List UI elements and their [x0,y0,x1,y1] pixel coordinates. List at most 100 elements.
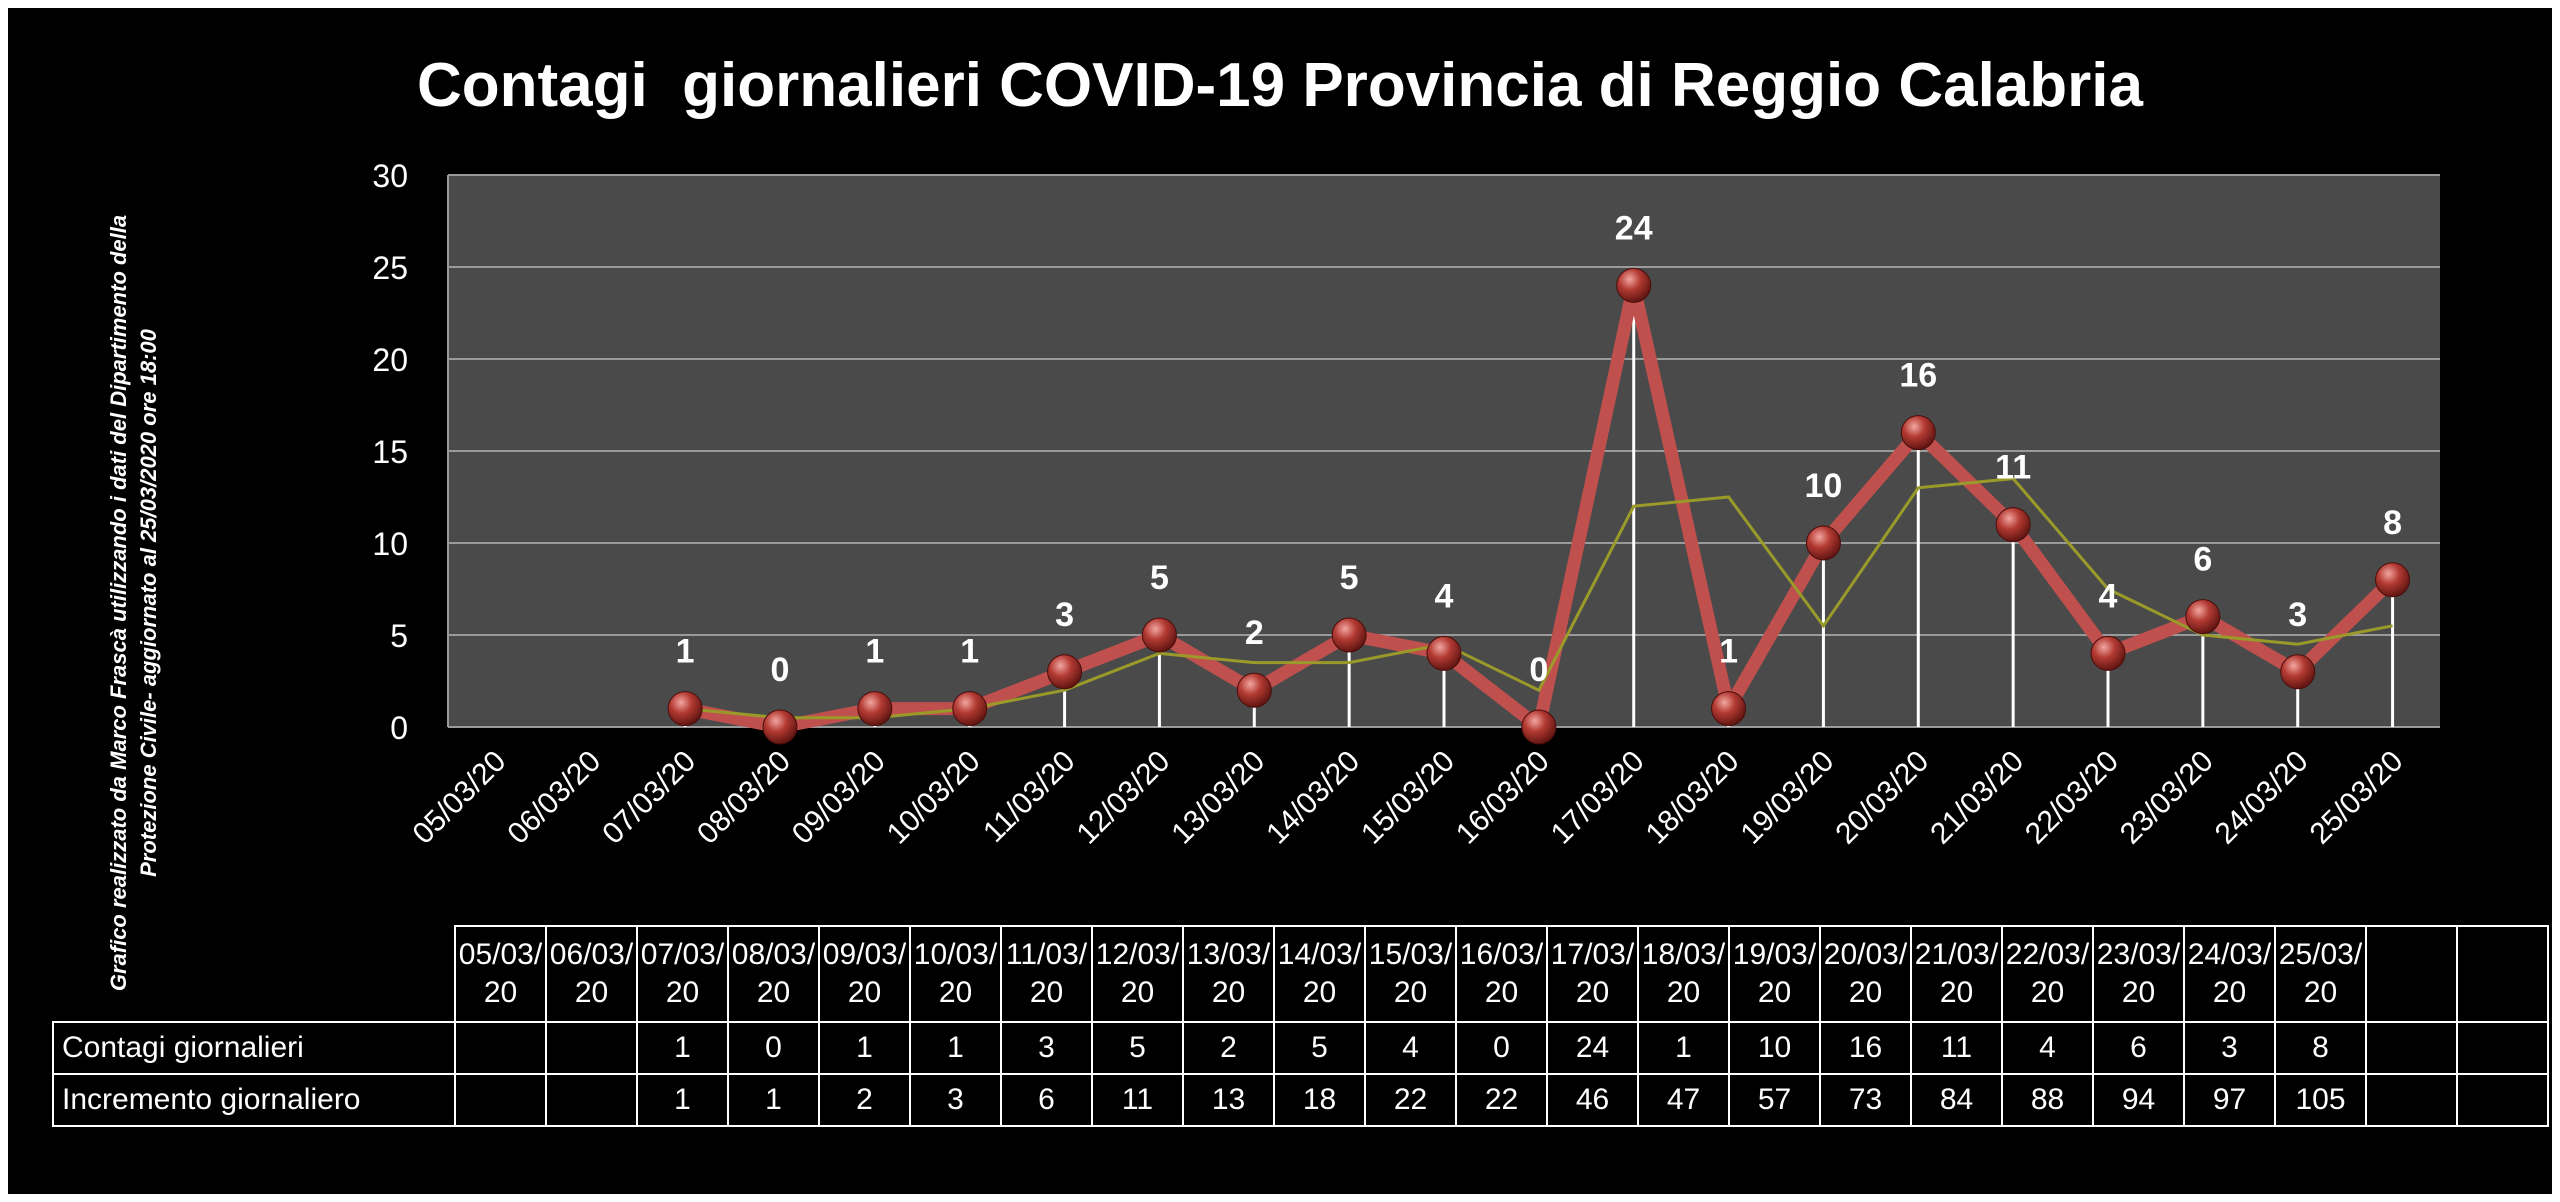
table-header-cell: 16/03/20 [1455,925,1548,1023]
table-cell: 6 [1000,1073,1093,1127]
x-tick-label: 06/03/20 [501,745,607,851]
table-cell: 1 [636,1073,729,1127]
x-tick-label: 13/03/20 [1165,745,1271,851]
table-corner [53,926,456,1023]
data-label: 3 [2288,596,2307,634]
table-header-cell: 19/03/20 [1728,925,1821,1023]
table-cell: 4 [1364,1021,1457,1075]
table-cell: 0 [1455,1021,1548,1075]
table-cell: 46 [1546,1073,1639,1127]
table-cell: 88 [2001,1073,2094,1127]
table-header-cell: 07/03/20 [636,925,729,1023]
table-header-cell: 23/03/20 [2092,925,2185,1023]
data-label: 5 [1150,559,1169,597]
data-point [2375,562,2411,598]
table-header-cell [2456,925,2549,1023]
table-cell: 3 [2183,1021,2276,1075]
data-label: 4 [2099,577,2118,615]
x-tick-label: 11/03/20 [977,745,1081,849]
data-label: 5 [1340,559,1359,597]
table-header-cell: 21/03/20 [1910,925,2003,1023]
data-label: 10 [1805,467,1843,505]
data-label: 11 [1995,449,2031,487]
table-cell: 10 [1728,1021,1821,1075]
data-label: 3 [1055,596,1074,634]
data-point [2090,635,2126,671]
table-cell: 6 [2092,1021,2185,1075]
chart-title: Contagi giornalieri COVID-19 Provincia d… [416,51,2143,120]
y-tick-label: 10 [372,526,408,562]
data-point [1141,617,1177,653]
y-tick-label: 25 [372,250,408,286]
data-point [762,709,798,745]
table-cell: 13 [1182,1073,1275,1127]
table-row-label: Incremento giornaliero [52,1073,456,1127]
data-label: 2 [1245,614,1264,652]
table-row: Contagi giornalieri 1 0 1 1 3 5 2 5 4 0 24 1 10 16 11 4 6… [52,1021,2549,1075]
table-header-cell: 24/03/20 [2183,925,2276,1023]
table-cell: 1 [909,1021,1002,1075]
table-cell [2365,1073,2458,1127]
table-cell [545,1073,638,1127]
data-point [1900,415,1936,451]
data-label: 0 [771,651,790,689]
table-header-cell: 18/03/20 [1637,925,1730,1023]
table-header-cell [2365,925,2458,1023]
table-cell: 3 [1000,1021,1093,1075]
data-label: 1 [676,633,695,671]
table-cell: 16 [1819,1021,1912,1075]
table-cell: 3 [909,1073,1002,1127]
table-cell: 1 [636,1021,729,1075]
table-header-cell: 15/03/20 [1364,925,1457,1023]
table-cell: 2 [818,1073,911,1127]
x-tick-label: 14/03/20 [1260,745,1366,851]
table-header-cell: 09/03/20 [818,925,911,1023]
x-tick-label: 20/03/20 [1829,745,1935,851]
data-label: 1 [1719,633,1738,671]
data-table: 05/03/20 06/03/20 07/03/20 08/03/20 09/03/20… [52,925,2549,1127]
table-cell: 11 [1091,1073,1184,1127]
data-point [667,691,703,727]
table-cell: 22 [1364,1073,1457,1127]
table-cell: 84 [1910,1073,2003,1127]
table-header-cell: 17/03/20 [1546,925,1639,1023]
table-header-cell: 13/03/20 [1182,925,1275,1023]
y-tick-label: 5 [390,618,408,654]
table-cell: 4 [2001,1021,2094,1075]
x-tick-label: 18/03/20 [1640,745,1746,851]
x-tick-label: 21/03/20 [1924,745,2030,851]
table-cell: 18 [1273,1073,1366,1127]
table-header-cell: 06/03/20 [545,925,638,1023]
table-cell [2456,1021,2549,1075]
x-tick-label: 05/03/20 [406,745,512,851]
table-header-cell: 25/03/20 [2274,925,2367,1023]
table-header-cell: 11/03/20 [1000,925,1093,1023]
table-header-cell: 12/03/20 [1091,925,1184,1023]
table-cell [454,1073,547,1127]
x-tick-label: 12/03/20 [1070,745,1176,851]
data-point [952,691,988,727]
x-tick-label: 07/03/20 [596,745,702,851]
table-cell [545,1021,638,1075]
table-row-label: Contagi giornalieri [52,1021,456,1075]
table-cell: 8 [2274,1021,2367,1075]
table-cell [2365,1021,2458,1075]
table-cell: 22 [1455,1073,1548,1127]
table-cell: 94 [2092,1073,2185,1127]
table-cell: 73 [1819,1073,1912,1127]
table-cell: 57 [1728,1073,1821,1127]
x-tick-label: 15/03/20 [1355,745,1461,851]
x-tick-label: 22/03/20 [2019,745,2125,851]
table-cell [454,1021,547,1075]
data-point [1236,672,1272,708]
data-label: 1 [960,633,979,671]
data-point [1805,525,1841,561]
data-label: 8 [2383,504,2402,542]
data-point [1711,691,1747,727]
data-label: 16 [1899,357,1937,395]
table-cell: 1 [818,1021,911,1075]
table-cell: 5 [1273,1021,1366,1075]
table-cell: 0 [727,1021,820,1075]
data-point [1995,507,2031,543]
data-point [857,691,893,727]
